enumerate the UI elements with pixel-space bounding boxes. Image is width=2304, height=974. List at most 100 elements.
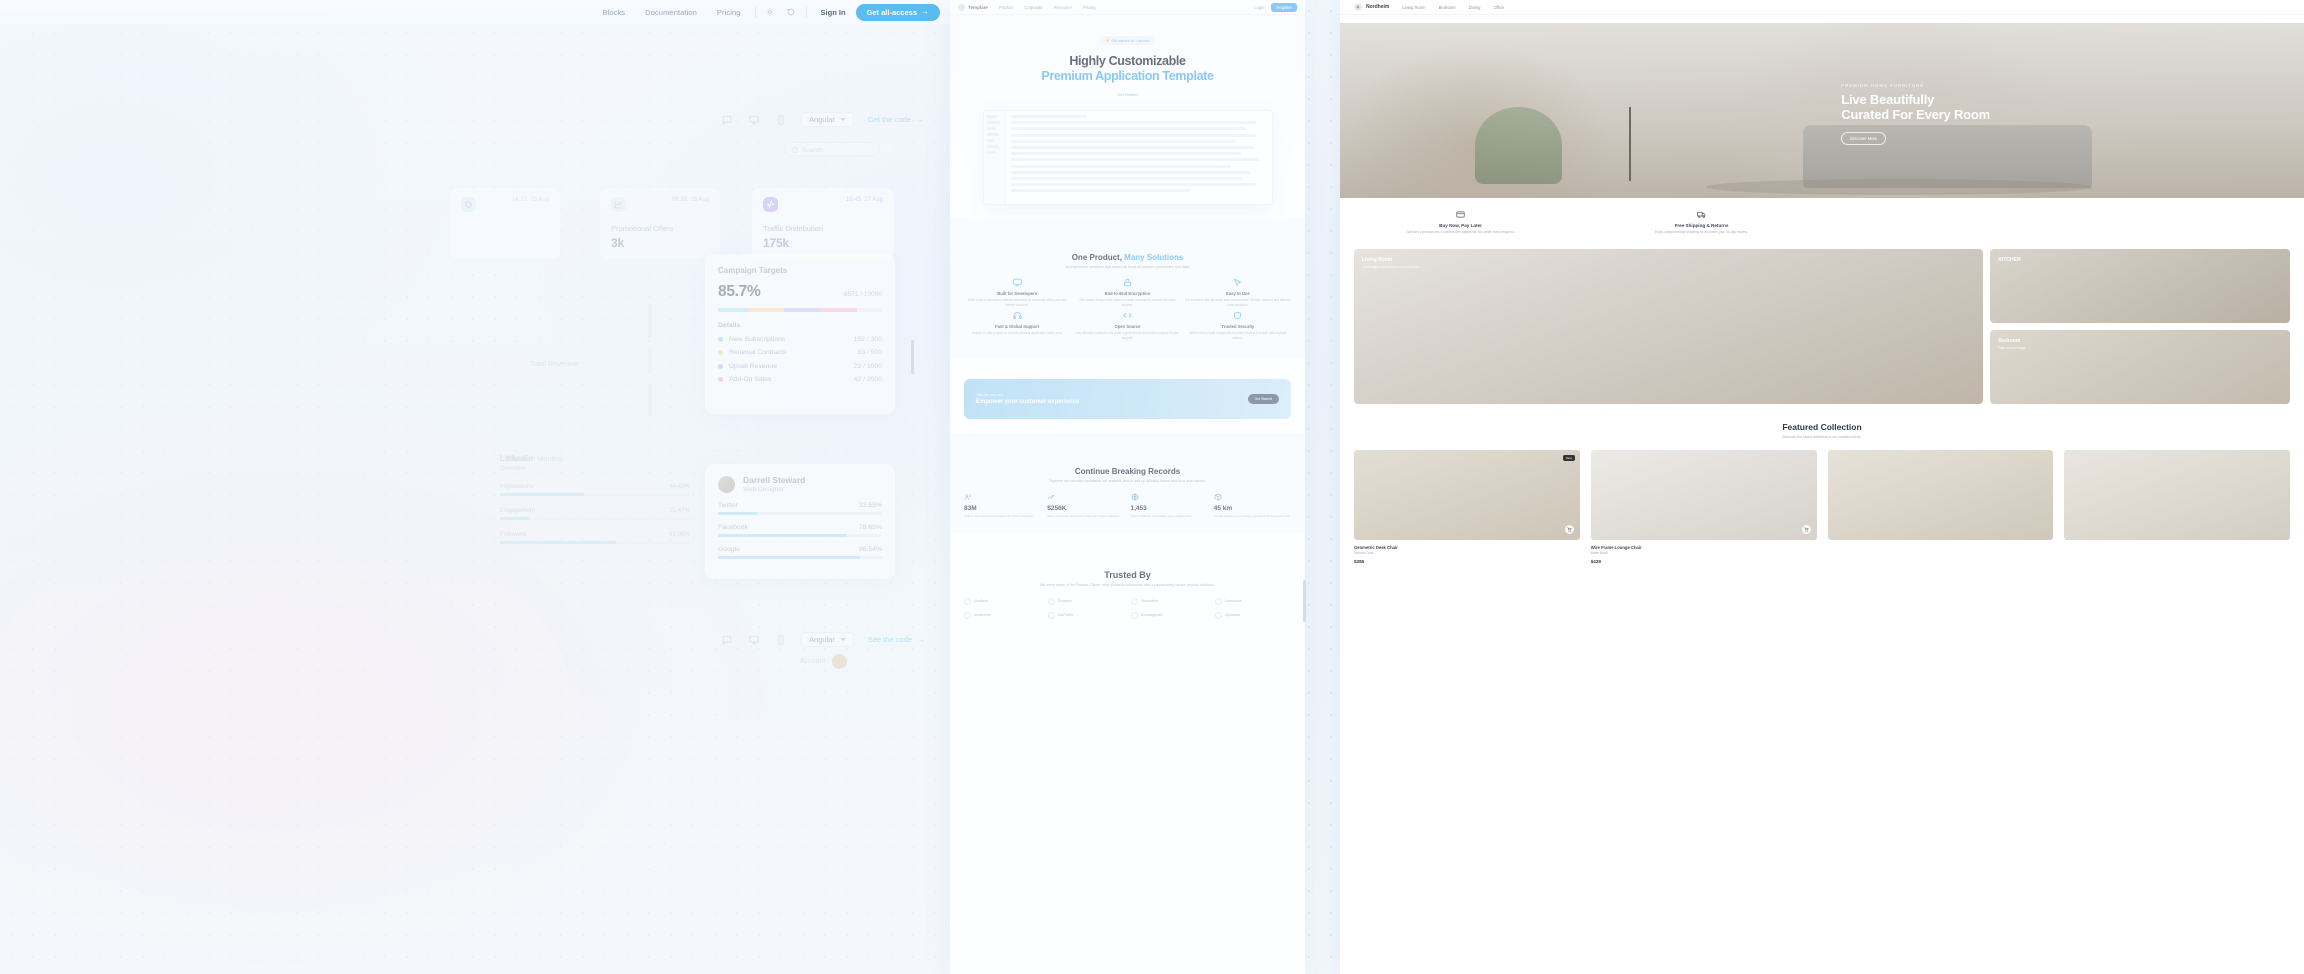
brand-logo[interactable]: Template bbox=[958, 3, 988, 11]
hero-section: ⚡ Get started in 1 minute Highly Customi… bbox=[950, 15, 1305, 205]
product-card[interactable]: Wire Frame Lounge Chair Matte Black $429 bbox=[1590, 449, 1817, 564]
product-card[interactable] bbox=[1827, 449, 2054, 565]
feature-title: Easy to Use bbox=[1225, 291, 1250, 296]
brand-icon bbox=[1131, 611, 1138, 619]
nav-item-product[interactable]: Product bbox=[998, 4, 1014, 10]
product-color: Natural Cane bbox=[1354, 551, 1374, 556]
cart-icon[interactable] bbox=[1801, 524, 1811, 534]
get-all-access-button[interactable]: Get all-access → bbox=[855, 3, 940, 21]
category-card-living-room[interactable]: Living Room Comfortable seating and acce… bbox=[1354, 248, 1984, 404]
product-image bbox=[1827, 449, 2054, 540]
nav-item-resource[interactable]: Resource bbox=[1053, 4, 1072, 10]
perk-title: Buy Now, Pay Later bbox=[1439, 223, 1482, 228]
mobile-icon[interactable] bbox=[774, 633, 787, 646]
stat-date: 09:35, 16 Aug bbox=[671, 197, 709, 203]
framework-select-value: Angular bbox=[809, 635, 835, 644]
app-screenshot-mock bbox=[982, 110, 1273, 205]
product-color: Matte Black bbox=[1590, 551, 1608, 556]
sun-icon[interactable] bbox=[765, 7, 776, 18]
desktop-icon[interactable] bbox=[747, 113, 760, 126]
store-nav-bedroom[interactable]: Bedroom bbox=[1438, 4, 1456, 10]
campaign-row: New Subscriptions 152 / 300 bbox=[718, 336, 882, 343]
campaign-row: Add-On Sales 42 / 2000 bbox=[718, 376, 882, 383]
mobile-icon[interactable] bbox=[774, 113, 787, 126]
details-label: Details bbox=[718, 322, 741, 329]
cursor-icon bbox=[1233, 278, 1242, 287]
register-button[interactable]: Register bbox=[1271, 2, 1297, 12]
framework-select-1[interactable]: Angular bbox=[801, 112, 854, 127]
row-value: 42 / 2000 bbox=[853, 376, 882, 383]
search-placeholder: Search bbox=[802, 147, 823, 154]
hero-cta[interactable]: Get Started bbox=[1117, 92, 1138, 97]
arrow-right-icon: → bbox=[915, 115, 924, 124]
account-widget[interactable]: Account bbox=[800, 654, 848, 669]
category-card-bedroom[interactable]: Bedroom Rest and recharge. bbox=[1990, 329, 2290, 404]
login-link[interactable]: Login bbox=[1254, 4, 1265, 10]
nav-item-pricing[interactable]: Pricing bbox=[1082, 4, 1096, 10]
nav-link-documentation[interactable]: Documentation bbox=[645, 7, 697, 17]
monitor-icon bbox=[1013, 278, 1022, 287]
campaign-progress-bar bbox=[718, 308, 882, 312]
product-name: Geometric Desk Chair bbox=[1354, 544, 1398, 550]
see-code-link-2[interactable]: See the code → bbox=[868, 635, 925, 644]
product-image: New bbox=[1354, 449, 1580, 540]
record-value: 45 km bbox=[1213, 504, 1233, 512]
get-code-link-1[interactable]: Get the code → bbox=[868, 115, 923, 124]
preview-navbar: Template Product Corporate Resource Pric… bbox=[950, 0, 1305, 15]
see-code-label: See the code bbox=[867, 635, 913, 644]
section-title-a: One Product, bbox=[1071, 253, 1122, 262]
brand-icon bbox=[964, 597, 971, 605]
cta-band-button[interactable]: Get Started bbox=[1247, 393, 1279, 404]
brand-name: Limeworks bbox=[1224, 599, 1242, 604]
sign-in-link[interactable]: Sign In bbox=[820, 7, 846, 17]
feature-text: Build code is developer-oriented and eas… bbox=[967, 298, 1067, 307]
category-image bbox=[1990, 329, 2290, 404]
desktop-icon[interactable] bbox=[747, 633, 760, 646]
brand-name: Messagepath bbox=[1141, 613, 1163, 618]
brand-icon bbox=[1214, 597, 1222, 605]
chevron-down-icon bbox=[839, 638, 846, 641]
store-nav-dining[interactable]: Dining bbox=[1468, 4, 1481, 10]
category-image bbox=[1990, 248, 2290, 323]
record-item: 83M Total of internet account created wi… bbox=[964, 493, 1041, 518]
feature-item: Easy to Use It is excellent with all vis… bbox=[1185, 278, 1291, 307]
furniture-template-preview: Nordheim Living Room Bedroom Dining Offi… bbox=[1340, 0, 2304, 974]
product-card[interactable] bbox=[2064, 449, 2290, 565]
perk-spacer bbox=[1822, 210, 2063, 235]
channel-value: 78.65% bbox=[858, 524, 882, 531]
get-code-label: Get the code bbox=[867, 115, 911, 124]
hero-cta-button[interactable]: Discover More bbox=[1841, 132, 1887, 146]
product-card[interactable]: New Geometric Desk Chair Natural Cane $3… bbox=[1354, 449, 1580, 564]
search-input[interactable]: Search bbox=[785, 142, 880, 156]
legend-dot bbox=[718, 377, 723, 382]
store-nav-living-room[interactable]: Living Room bbox=[1402, 4, 1426, 10]
scrollbar-middle[interactable] bbox=[1303, 580, 1306, 622]
mock-content bbox=[1006, 111, 1272, 204]
nav-link-pricing[interactable]: Pricing bbox=[716, 7, 741, 17]
user-name: Darrell Steward bbox=[743, 475, 806, 485]
perk-item: Buy Now, Pay Later Split any purchase in… bbox=[1340, 210, 1581, 235]
campaign-row: Upsell Revenue 23 / 1000 bbox=[718, 363, 882, 370]
brand-icon bbox=[1047, 611, 1055, 619]
row-value: 44.42% bbox=[669, 483, 690, 490]
cart-icon[interactable] bbox=[1564, 524, 1574, 534]
store-nav-office[interactable]: Office bbox=[1493, 4, 1505, 10]
nav-divider bbox=[805, 6, 807, 18]
bell-icon[interactable] bbox=[880, 142, 893, 155]
comment-icon[interactable] bbox=[720, 633, 733, 646]
history-icon[interactable] bbox=[786, 7, 797, 18]
card-subtitle: Overview bbox=[500, 465, 526, 472]
nav-item-corporate[interactable]: Corporate bbox=[1024, 4, 1043, 10]
category-card-kitchen[interactable]: KITCHEN bbox=[1990, 248, 2290, 323]
store-brand[interactable]: Nordheim bbox=[1354, 3, 1389, 11]
comment-icon[interactable] bbox=[720, 113, 733, 126]
product-image bbox=[1590, 449, 1817, 540]
legend-dot bbox=[718, 350, 723, 355]
stat-label: Traffic Distribution bbox=[763, 224, 824, 233]
record-text: Total of internet account created with T… bbox=[964, 513, 1034, 518]
section-title: One Product, Many Solutions bbox=[950, 253, 1305, 262]
framework-select-2[interactable]: Angular bbox=[801, 632, 854, 647]
scrollbar-left[interactable] bbox=[911, 340, 914, 374]
nav-link-blocks[interactable]: Blocks bbox=[602, 7, 626, 17]
brand-icon bbox=[1214, 611, 1222, 619]
